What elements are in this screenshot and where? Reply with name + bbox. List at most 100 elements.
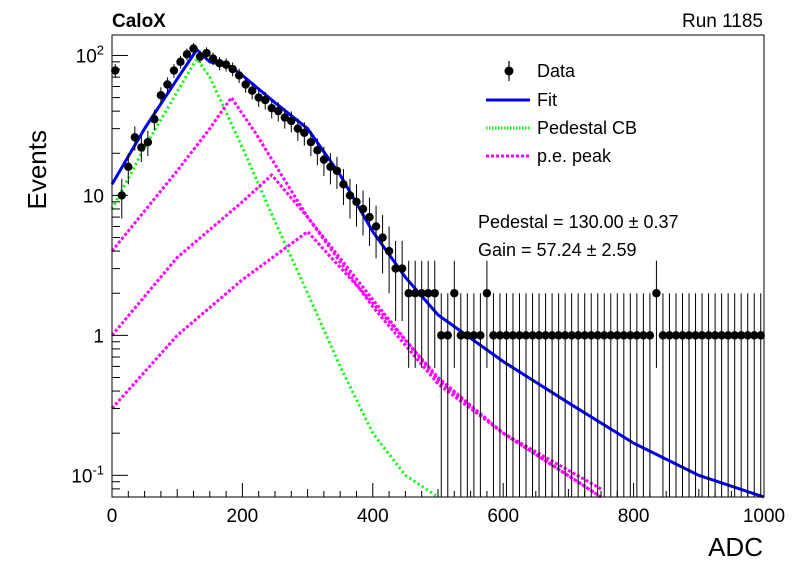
data-point — [489, 331, 498, 340]
data-point — [678, 331, 687, 340]
data-point — [358, 204, 368, 214]
data-point — [502, 331, 511, 340]
legend-item-pe-peak: p.e. peak — [486, 146, 612, 166]
data-point — [430, 289, 439, 298]
data-point — [528, 331, 537, 340]
pedestal-cb-curve — [110, 55, 439, 499]
legend-item-pedestal: Pedestal CB — [486, 118, 637, 138]
chart-title: CaloX — [112, 11, 166, 32]
data-point — [169, 66, 179, 75]
data-point — [397, 264, 407, 273]
data-point — [280, 113, 289, 122]
data-point — [652, 289, 661, 298]
data-point — [684, 331, 694, 340]
run-label: Run 1185 — [682, 11, 763, 32]
pe-peak-curve-3 — [110, 94, 602, 499]
data-point — [365, 212, 374, 222]
data-point — [665, 331, 674, 340]
data-point — [691, 331, 700, 340]
data-point — [371, 222, 381, 231]
data-point — [717, 331, 726, 340]
data-point — [515, 331, 524, 340]
y-tick-label: 10-1 — [71, 462, 104, 487]
legend-item-fit: Fit — [486, 90, 557, 110]
data-point — [261, 95, 270, 105]
data-point — [606, 331, 615, 340]
data-point — [319, 155, 329, 164]
data-point — [417, 289, 426, 298]
data-point — [287, 116, 296, 126]
data-point — [704, 331, 713, 340]
plot-area — [110, 43, 765, 499]
data-point — [391, 264, 400, 273]
data-point — [293, 124, 303, 133]
stat-pedestal: Pedestal = 130.00 ± 0.37 — [478, 212, 679, 232]
data-point — [645, 331, 655, 340]
data-point — [306, 137, 316, 147]
y-tick-label: 10 — [83, 186, 104, 207]
data-point — [469, 331, 479, 340]
data-point — [619, 331, 629, 340]
data-point — [554, 331, 563, 340]
legend-label-fit: Fit — [537, 90, 557, 110]
data-point — [384, 246, 394, 256]
data-point — [300, 128, 309, 138]
data-points — [111, 43, 765, 497]
data-point — [743, 331, 752, 340]
legend-label-pedestal: Pedestal CB — [537, 118, 637, 138]
data-point — [508, 331, 518, 340]
data-point — [560, 331, 570, 340]
data-point — [750, 331, 759, 340]
data-point — [313, 146, 322, 155]
data-point — [326, 162, 335, 172]
data-point — [495, 331, 505, 340]
data-point — [639, 331, 648, 340]
y-tick-label: 102 — [76, 42, 104, 67]
legend-item-data: Data — [504, 61, 576, 81]
y-tick-label: 1 — [93, 326, 104, 347]
data-point — [658, 331, 668, 340]
data-point — [143, 137, 153, 147]
y-axis-title: Events — [22, 130, 52, 210]
data-point — [482, 289, 492, 298]
data-point — [626, 331, 635, 340]
data-point — [274, 106, 283, 116]
x-tick-label: 0 — [107, 506, 118, 527]
data-point — [534, 331, 544, 340]
data-point — [332, 166, 342, 175]
data-point — [547, 331, 557, 340]
data-point — [150, 115, 159, 124]
data-point — [234, 71, 244, 80]
legend-label-data: Data — [537, 61, 576, 81]
data-point — [600, 331, 609, 340]
data-point — [404, 289, 413, 298]
data-point — [195, 52, 205, 61]
data-point — [208, 54, 218, 63]
data-point — [215, 59, 224, 68]
data-point — [573, 331, 583, 340]
data-point — [267, 103, 276, 113]
data-point — [613, 331, 622, 340]
data-point — [437, 331, 446, 340]
legend: Data Fit Pedestal CB p.e. peak — [486, 61, 637, 166]
data-point — [424, 289, 433, 298]
legend-data-marker — [504, 66, 514, 76]
data-point — [156, 90, 166, 100]
data-point — [410, 289, 420, 298]
data-point — [124, 162, 133, 172]
data-point — [228, 64, 237, 74]
data-point — [593, 331, 602, 340]
data-point — [456, 331, 466, 340]
data-point — [587, 331, 596, 340]
data-point — [710, 331, 720, 340]
data-point — [254, 93, 263, 102]
data-point — [111, 66, 120, 75]
data-point — [247, 86, 257, 95]
legend-label-pe-peak: p.e. peak — [537, 146, 612, 166]
data-point — [736, 331, 746, 340]
data-point — [176, 57, 185, 67]
data-point — [730, 331, 739, 340]
data-point — [130, 133, 140, 142]
